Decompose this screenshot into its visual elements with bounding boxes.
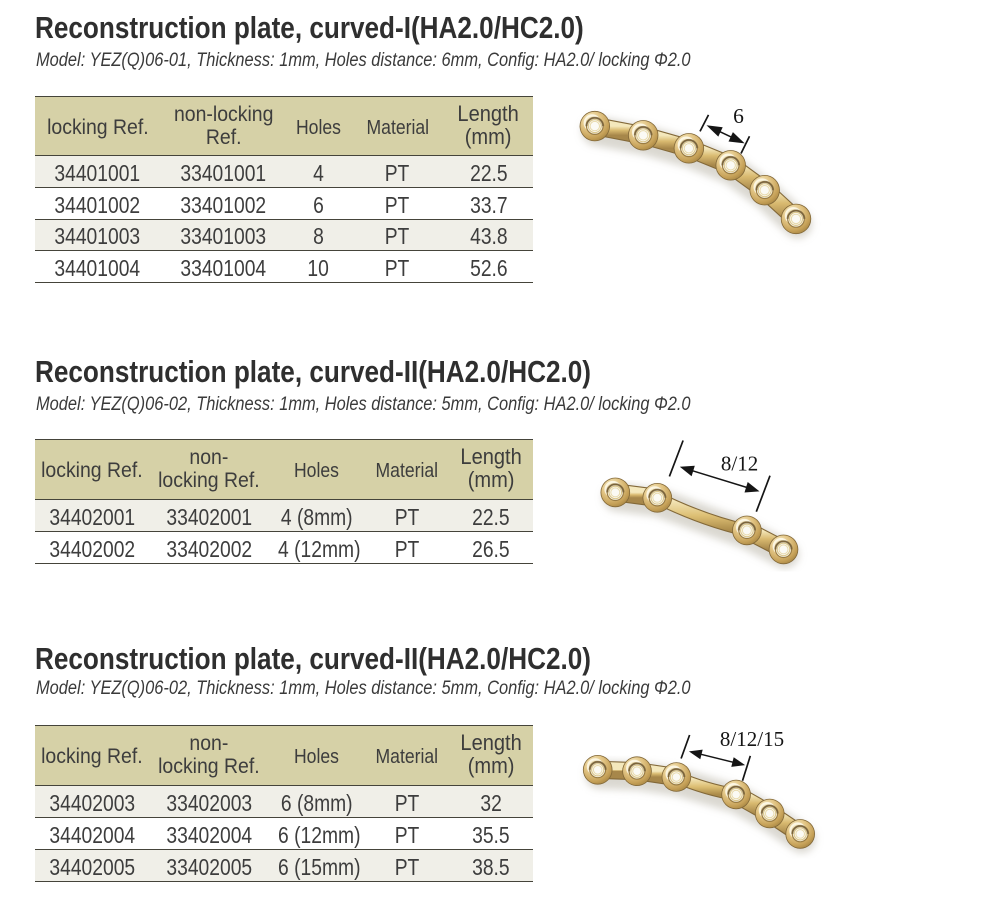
svg-text:6: 6 xyxy=(733,104,744,128)
svg-text:8/12/15: 8/12/15 xyxy=(720,727,784,751)
svg-text:8/12: 8/12 xyxy=(721,452,758,476)
